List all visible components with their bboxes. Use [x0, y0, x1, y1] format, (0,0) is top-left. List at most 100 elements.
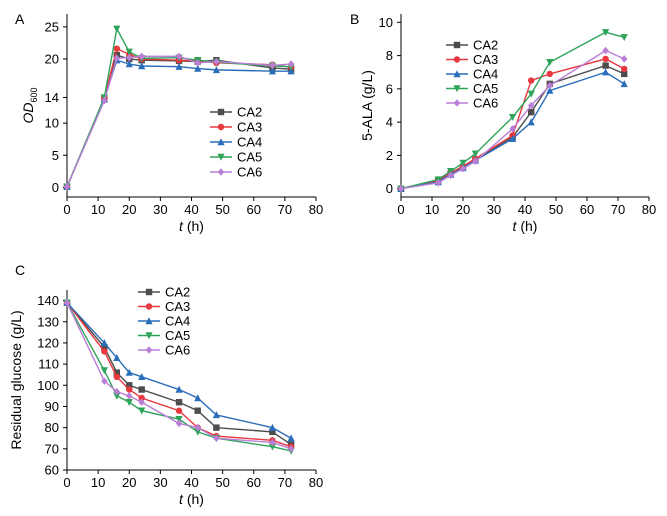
data-point — [100, 339, 108, 347]
x-tick-label: 40 — [184, 475, 198, 490]
legend-entry: CA2 — [210, 105, 262, 120]
legend-entry: CA2 — [446, 38, 498, 53]
data-point — [138, 398, 145, 407]
legend-entry: CA4 — [138, 314, 190, 329]
data-point — [527, 118, 535, 126]
data-point — [620, 34, 628, 42]
data-point — [194, 423, 201, 432]
y-tick-label: 80 — [45, 420, 59, 435]
data-point — [509, 134, 517, 142]
chart-panel-a: A 0 10 20 30 40 50 60 70 80 0 5 10 14 20 25 t (h) OD600 CA… — [15, 11, 323, 234]
data-point — [113, 387, 120, 396]
data-point — [447, 171, 454, 180]
series-line — [400, 58, 625, 190]
data-point — [509, 113, 517, 121]
data-point — [213, 57, 220, 66]
data-point — [213, 434, 220, 443]
data-point — [471, 150, 479, 158]
x-tick-label: 30 — [487, 202, 501, 217]
x-tick-label: 50 — [215, 475, 229, 490]
data-point — [602, 46, 609, 55]
data-point — [175, 385, 183, 393]
data-point — [113, 392, 121, 400]
legend-label: CA2 — [473, 38, 498, 53]
series-ca6 — [63, 52, 295, 191]
y-axis-label-subscript: 600 — [29, 87, 39, 102]
x-tick-label: 10 — [91, 475, 105, 490]
y-axis-label-main: OD — [20, 103, 36, 124]
data-point — [459, 159, 467, 167]
data-point — [397, 184, 405, 193]
x-tick-label: 40 — [518, 202, 532, 217]
y-tick-label: 10 — [379, 15, 393, 30]
legend-marker — [453, 41, 461, 49]
data-point — [125, 368, 133, 376]
data-point — [602, 55, 609, 63]
series-ca6 — [63, 298, 295, 453]
legend-entry: CA4 — [446, 67, 498, 82]
legend-marker — [145, 288, 153, 296]
data-point — [100, 367, 108, 375]
data-point — [138, 394, 145, 402]
legend-label: CA5 — [237, 150, 262, 165]
data-point — [509, 124, 516, 133]
legend-entry: CA2 — [138, 285, 190, 300]
x-tick-label: 80 — [309, 202, 323, 217]
data-point — [113, 369, 120, 376]
x-axis-label: t (h) — [179, 218, 204, 234]
x-tick-label: 20 — [122, 475, 136, 490]
data-point — [621, 65, 628, 73]
x-tick-label: 10 — [91, 202, 105, 217]
data-point — [175, 62, 183, 70]
y-tick-label: 10 — [45, 116, 59, 131]
series-line — [400, 49, 625, 190]
data-point — [138, 386, 145, 393]
data-point — [621, 70, 628, 78]
data-point — [175, 419, 183, 428]
x-axis-label-variable: t — [513, 218, 518, 234]
y-axis-label: Residual glucose (g/L) — [8, 310, 24, 449]
data-point — [213, 424, 220, 431]
y-tick-label: 60 — [45, 463, 59, 478]
legend-marker — [453, 70, 461, 78]
data-point — [138, 407, 146, 415]
data-point — [113, 25, 121, 33]
data-point — [621, 55, 628, 63]
y-tick-label: 4 — [386, 115, 393, 130]
y-axis-label: 5-ALA (g/L) — [359, 70, 375, 141]
chart-panel-b: B 0 10 20 30 40 50 60 70 80 0 2 4 6 8 10 t (h) 5-ALA (g/L… — [350, 11, 656, 234]
data-point — [602, 68, 610, 76]
series-line — [400, 64, 625, 190]
data-point — [459, 164, 467, 173]
data-point — [269, 61, 276, 70]
x-tick-label: 40 — [184, 202, 198, 217]
data-point — [528, 108, 535, 116]
data-point — [113, 373, 121, 381]
legend-marker — [217, 138, 225, 146]
data-point — [546, 81, 553, 90]
x-tick-label: 70 — [278, 202, 292, 217]
data-point — [175, 415, 183, 423]
legend-label: CA4 — [473, 67, 498, 82]
chart-panel-c: C 0 10 20 30 40 50 60 70 80 60 70 80 90 100 110 120 130 14… — [8, 262, 323, 507]
y-tick-label: 0 — [386, 181, 393, 196]
data-point — [194, 428, 202, 436]
legend-marker — [453, 85, 461, 93]
y-tick-label: 5 — [52, 148, 59, 163]
legend-label: CA3 — [165, 299, 190, 314]
data-point — [138, 62, 146, 70]
legend-marker — [453, 56, 461, 63]
x-tick-label: 70 — [611, 202, 625, 217]
legend-label: CA4 — [165, 314, 190, 329]
panel-letter: B — [350, 11, 359, 27]
series-ca6 — [397, 46, 628, 193]
data-point — [101, 96, 108, 105]
data-point — [194, 64, 202, 72]
legend-marker — [217, 168, 225, 176]
data-point — [269, 438, 276, 447]
data-point — [528, 101, 535, 110]
data-point — [287, 445, 295, 453]
data-point — [287, 434, 295, 442]
